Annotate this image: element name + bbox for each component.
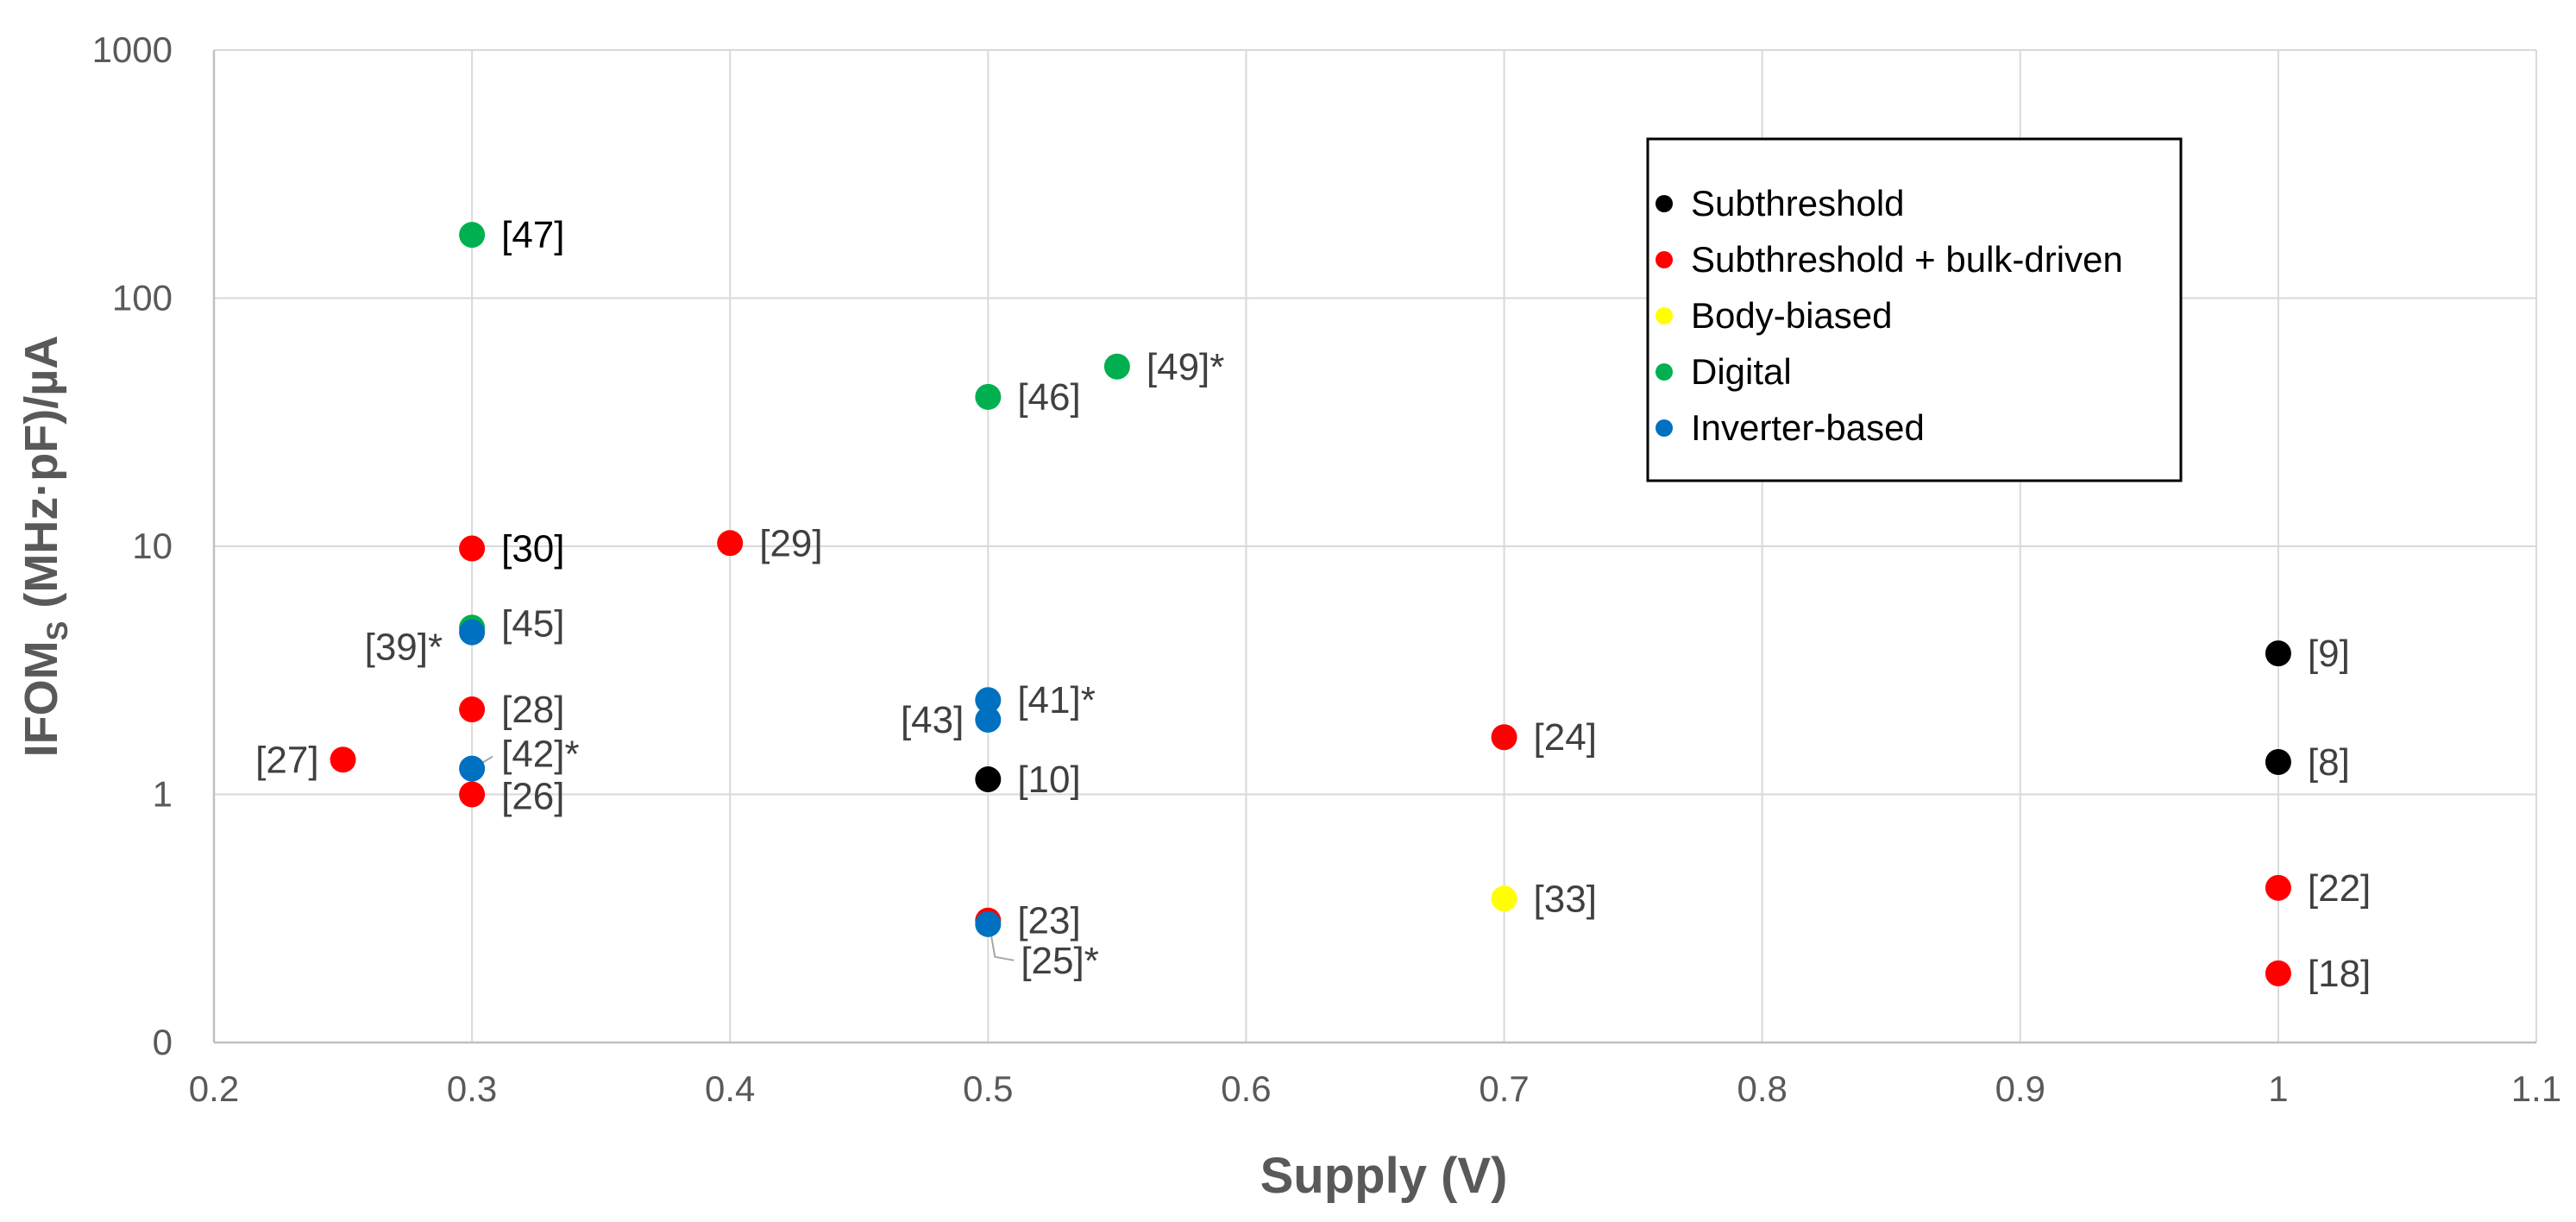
data-point [975,766,1002,793]
point-label: [25]* [1021,940,1099,982]
point-label: [49]* [1147,346,1225,388]
point-label: [46] [1017,376,1080,419]
x-tick-label: 1 [2268,1068,2288,1109]
point-label: [28] [501,689,564,731]
data-point [2265,640,2291,667]
y-axis-title-units: (MHz·pF)/µA [16,336,67,621]
point-label: [47] [501,214,564,256]
data-point [717,530,744,557]
point-label: [42]* [501,734,580,776]
legend-marker [1656,251,1673,268]
legend-marker [1656,195,1673,212]
legend-entry: Inverter-based [1691,407,1925,448]
data-point [1103,353,1130,380]
data-point [459,781,486,808]
data-point [459,222,486,249]
x-tick-label: 0.6 [1221,1068,1271,1109]
y-tick-label: 0 [153,1022,173,1062]
data-point [459,535,486,562]
point-label: [8] [2308,741,2350,784]
x-tick-label: 0.2 [189,1068,239,1109]
point-layer [330,222,2291,986]
data-point [975,687,1002,714]
point-label: [24] [1534,716,1597,759]
x-tick-label: 0.7 [1479,1068,1529,1109]
point-label: [41]* [1017,679,1096,721]
point-label: [26] [501,776,564,818]
x-tick-label: 1.1 [2511,1068,2561,1109]
point-label: [43] [901,699,964,741]
axis-layer: 0.2 0.3 0.4 0.5 0.6 0.7 0.8 0.9 1 1.1 0 1 10 100 1000 [92,29,2562,1109]
legend-entry: Digital [1691,351,1792,392]
y-tick-label: 10 [132,526,173,566]
data-point [2265,874,2291,901]
data-point [330,746,356,773]
data-point [975,383,1002,410]
point-label: [27] [255,739,318,781]
y-axis-title-subscript: S [41,621,74,641]
legend-entry: Subthreshold + bulk-driven [1691,239,2123,280]
y-axis-title-main: IFOM [16,640,67,757]
point-label: [10] [1017,759,1080,801]
y-tick-label: 1000 [92,29,173,70]
data-point [459,755,486,782]
legend-marker [1656,363,1673,381]
point-label: [22] [2308,867,2371,910]
y-tick-label: 100 [112,278,173,318]
point-label-layer: [47][46][49]*[30] [29][45][39]*[28][42]*[… [255,214,2371,995]
x-axis-title: Supply (V) [1260,1148,1508,1204]
legend-marker [1656,307,1673,324]
point-label: [18] [2308,953,2371,995]
legend: Subthreshold Subthreshold + bulk-driven Bo… [1646,137,2183,482]
x-tick-label: 0.3 [447,1068,497,1109]
point-label: [29] [759,522,822,564]
legend-entry: Subthreshold [1691,183,1905,224]
point-label: [39]* [365,627,443,669]
data-point [975,706,1002,733]
point-label: [9] [2308,633,2350,675]
point-label: [33] [1534,878,1597,920]
y-axis-title: IFOMS (MHz·pF)/µA [16,336,74,758]
data-point [459,696,486,723]
point-label: [45] [501,602,564,645]
legend-box [1646,137,2183,482]
data-point [459,619,486,646]
data-point [975,910,1002,937]
x-tick-label: 0.4 [705,1068,755,1109]
data-point [2265,749,2291,776]
callout-line [989,927,1015,961]
data-point [1491,885,1517,912]
legend-entry: Body-biased [1691,295,1892,336]
point-label: [30] [501,528,564,570]
legend-marker [1656,419,1673,437]
data-point [1491,724,1517,751]
point-label: [23] [1017,900,1080,942]
data-point [2265,960,2291,986]
x-tick-label: 0.5 [963,1068,1013,1109]
y-tick-label: 1 [153,774,173,815]
x-tick-label: 0.9 [1995,1068,2045,1109]
x-tick-label: 0.8 [1737,1068,1787,1109]
